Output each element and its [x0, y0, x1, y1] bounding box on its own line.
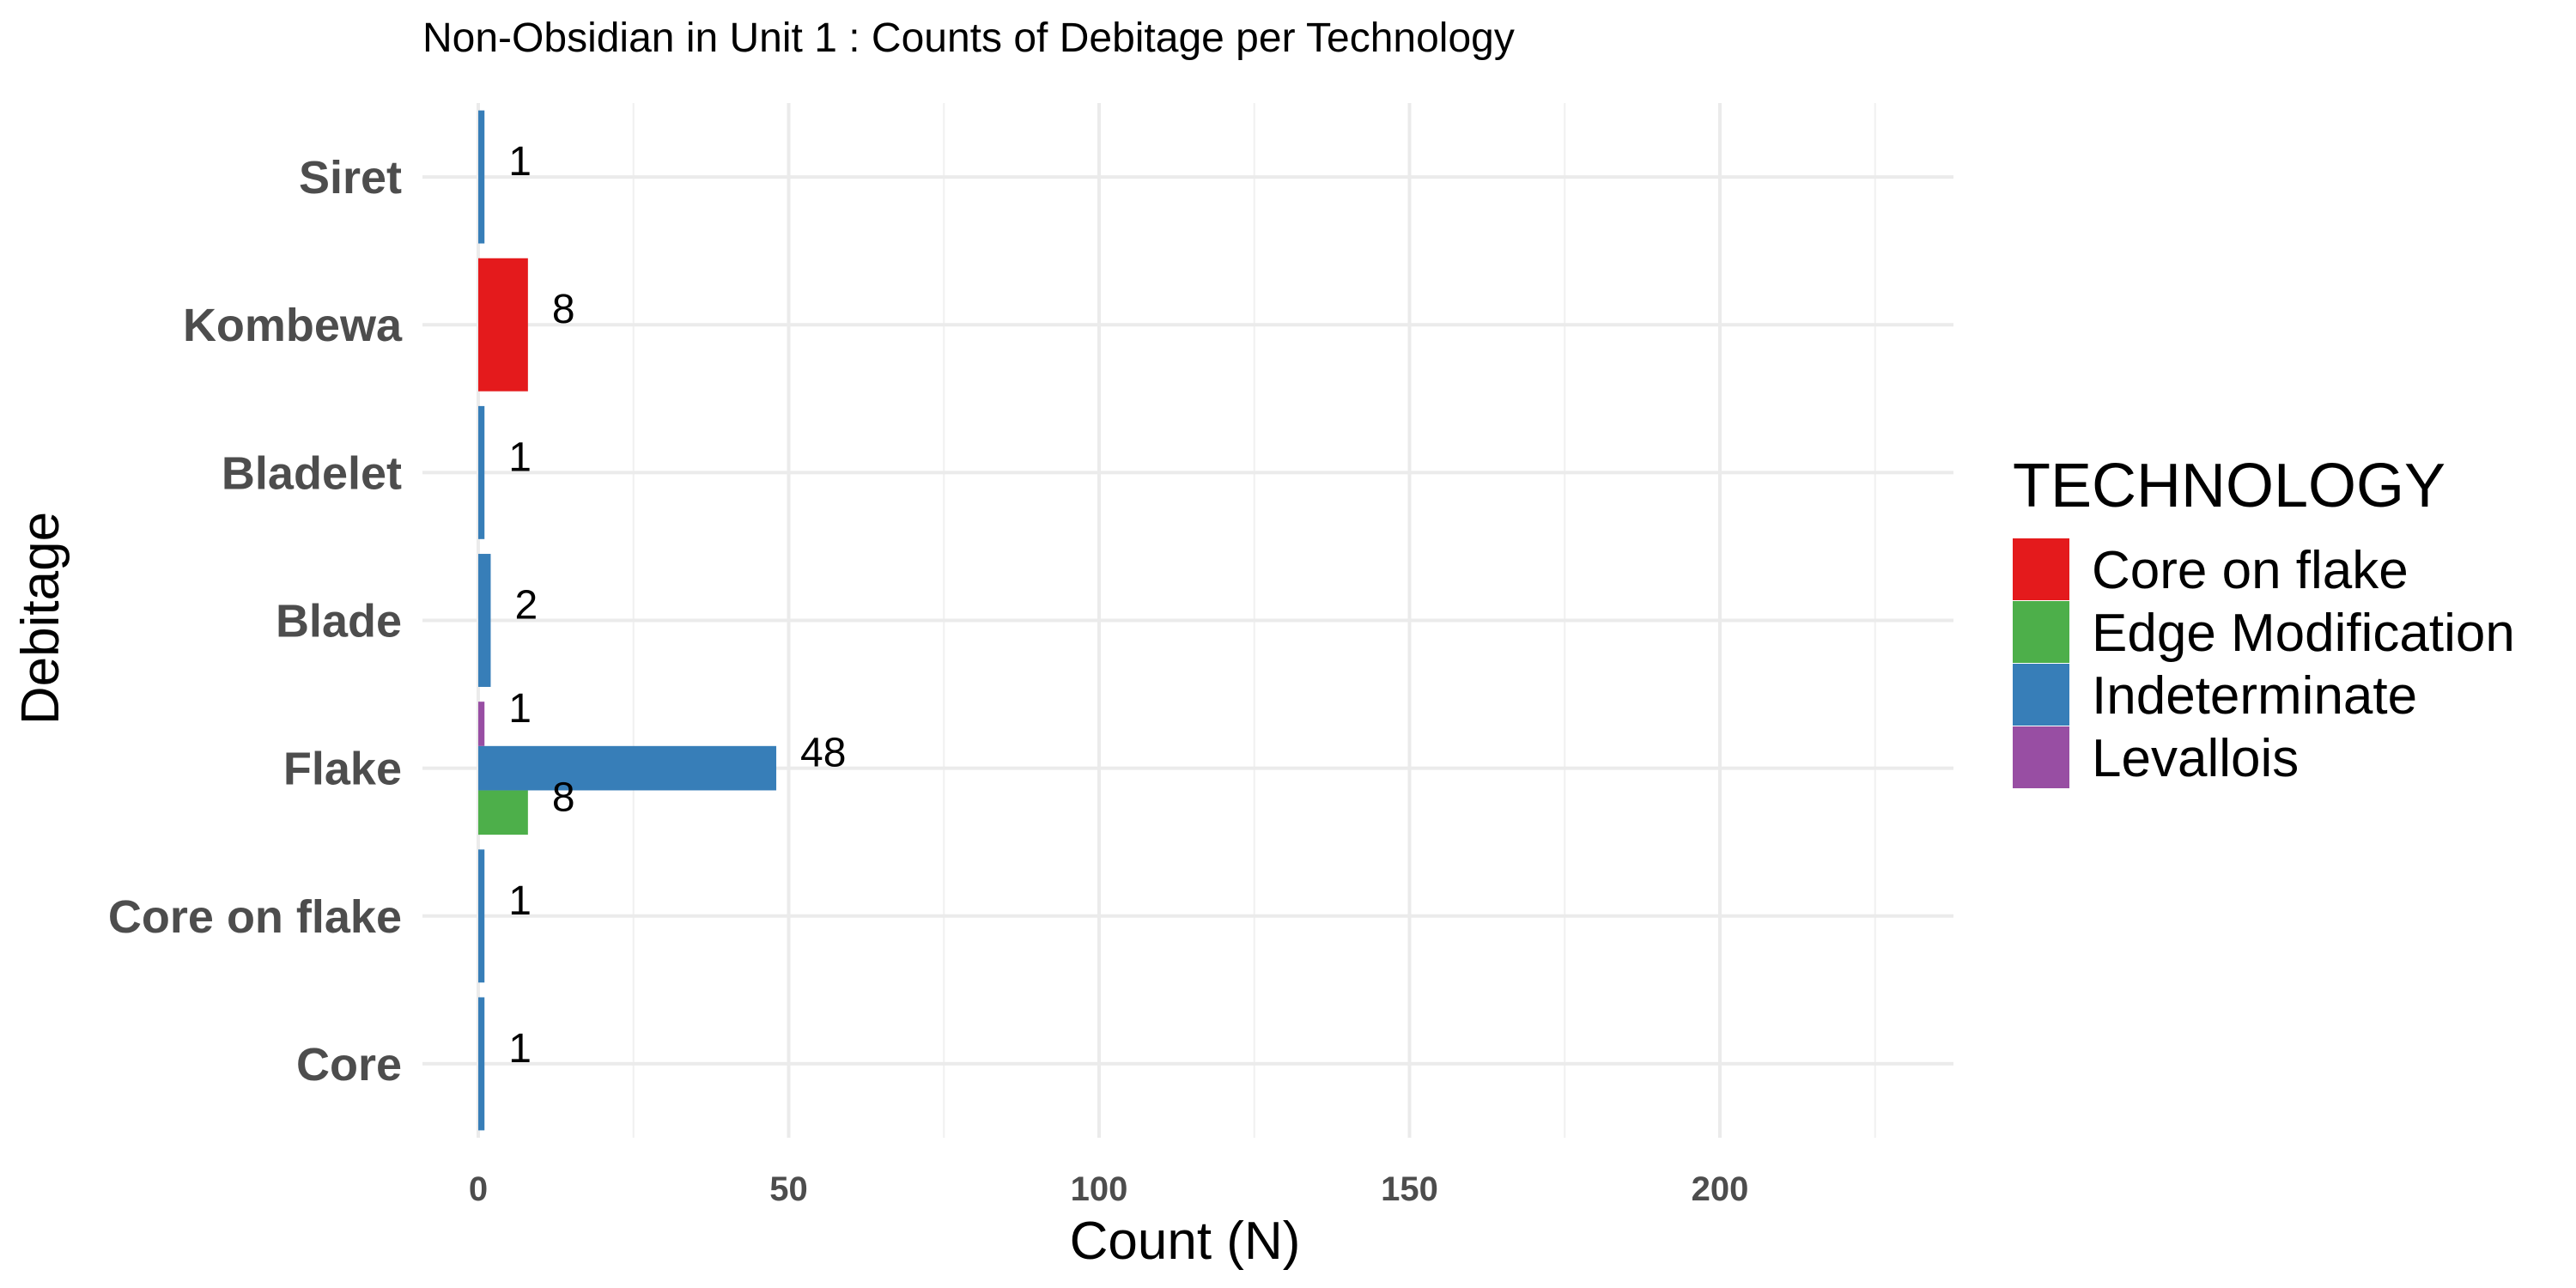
legend-label-indeterminate: Indeterminate [2092, 666, 2417, 726]
bar-flake-edge-modification [478, 790, 528, 835]
legend-swatch-core-on-flake [2013, 538, 2069, 600]
y-tick-label-core: Core [296, 1039, 402, 1091]
bar-kombewa-core-on-flake [478, 258, 528, 392]
bar-core-indeterminate [478, 997, 485, 1131]
bar-siret-indeterminate [478, 110, 485, 244]
data-label-core-indeterminate: 1 [508, 1026, 532, 1072]
data-label-flake-indeterminate: 48 [800, 731, 846, 776]
bar-blade-indeterminate [478, 554, 491, 687]
y-axis-label: Debitage [11, 512, 70, 725]
legend-swatch-edge-modification [2013, 601, 2069, 663]
y-tick-label-core-on-flake: Core on flake [108, 891, 402, 943]
data-label-siret-indeterminate: 1 [508, 139, 532, 185]
x-tick-label: 100 [1071, 1170, 1128, 1208]
x-axis-ticks: 0 50 100 150 200 [469, 1170, 1749, 1208]
data-label-flake-edge-modification: 8 [552, 775, 575, 820]
x-axis-label: Count (N) [1070, 1212, 1301, 1271]
y-tick-label-flake: Flake [283, 744, 402, 795]
legend-swatch-levallois [2013, 726, 2069, 788]
bar-bladelet-indeterminate [478, 405, 485, 539]
bars [478, 110, 777, 1131]
x-tick-label: 200 [1692, 1170, 1749, 1208]
bar-flake-levallois [478, 702, 485, 746]
legend-swatch-indeterminate [2013, 664, 2069, 726]
data-label-core-on-flake-indeterminate: 1 [508, 878, 532, 924]
data-label-kombewa-core-on-flake: 8 [552, 287, 575, 332]
x-tick-label: 50 [769, 1170, 808, 1208]
legend-label-levallois: Levallois [2092, 729, 2299, 788]
grid [422, 103, 1953, 1138]
y-axis-ticks: Siret Kombewa Bladelet Blade Flake Core on fl… [108, 152, 403, 1091]
x-tick-label: 150 [1381, 1170, 1438, 1208]
y-tick-label-kombewa: Kombewa [183, 300, 403, 351]
legend-label-core-on-flake: Core on flake [2092, 541, 2409, 600]
bar-core-on-flake-indeterminate [478, 849, 485, 983]
legend-title: TECHNOLOGY [2013, 452, 2445, 520]
y-tick-label-blade: Blade [276, 596, 402, 647]
data-label-blade-indeterminate: 2 [514, 583, 538, 629]
data-label-bladelet-indeterminate: 1 [508, 434, 532, 480]
data-label-flake-levallois: 1 [508, 686, 532, 732]
x-tick-label: 0 [469, 1170, 488, 1208]
bar-flake-indeterminate [478, 745, 777, 791]
legend-label-edge-modification: Edge Modification [2092, 604, 2515, 663]
y-tick-label-siret: Siret [299, 152, 402, 204]
y-tick-label-bladelet: Bladelet [222, 447, 402, 499]
chart-title: Non-Obsidian in Unit 1 : Counts of Debit… [422, 15, 1515, 61]
